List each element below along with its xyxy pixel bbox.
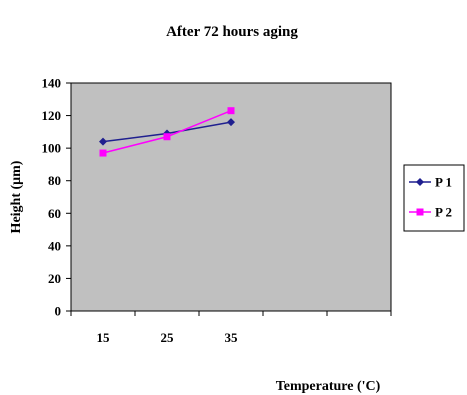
y-tick-label: 120 (42, 108, 62, 123)
legend: P 1 P 2 (403, 164, 465, 232)
y-tick-label: 140 (42, 76, 62, 91)
legend-label: P 2 (435, 205, 452, 220)
legend-item-2: P 2 (409, 205, 452, 220)
data-point (227, 118, 235, 127)
data-point (227, 107, 235, 115)
x-tick-label: 25 (161, 330, 175, 345)
data-point (163, 133, 171, 141)
legend-item-1: P 1 (409, 175, 452, 190)
y-axis: 0 20 40 60 80 100 120 140 (42, 76, 72, 319)
y-axis-title: Height (μm) (9, 160, 24, 233)
plot-area (70, 82, 392, 312)
x-tick-label: 35 (225, 330, 239, 345)
legend-box (403, 164, 465, 232)
legend-swatch-marker (416, 178, 424, 186)
series-2 (99, 107, 235, 157)
series-layer (99, 107, 235, 157)
y-tick-label: 40 (48, 238, 61, 253)
y-tick-label: 0 (55, 304, 62, 319)
x-axis: 15 25 35 (70, 310, 392, 345)
y-tick-label: 100 (42, 141, 62, 156)
legend-label: P 1 (435, 175, 452, 190)
data-point (99, 137, 107, 146)
x-tick-label: 15 (97, 330, 111, 345)
legend-swatch-marker (416, 208, 424, 216)
y-tick-label: 60 (48, 206, 61, 221)
y-tick-label: 20 (48, 271, 61, 286)
y-tick-label: 80 (48, 173, 61, 188)
chart-title: After 72 hours aging (166, 24, 298, 40)
x-axis-title: Temperature ('C) (276, 379, 381, 394)
data-point (99, 149, 107, 157)
